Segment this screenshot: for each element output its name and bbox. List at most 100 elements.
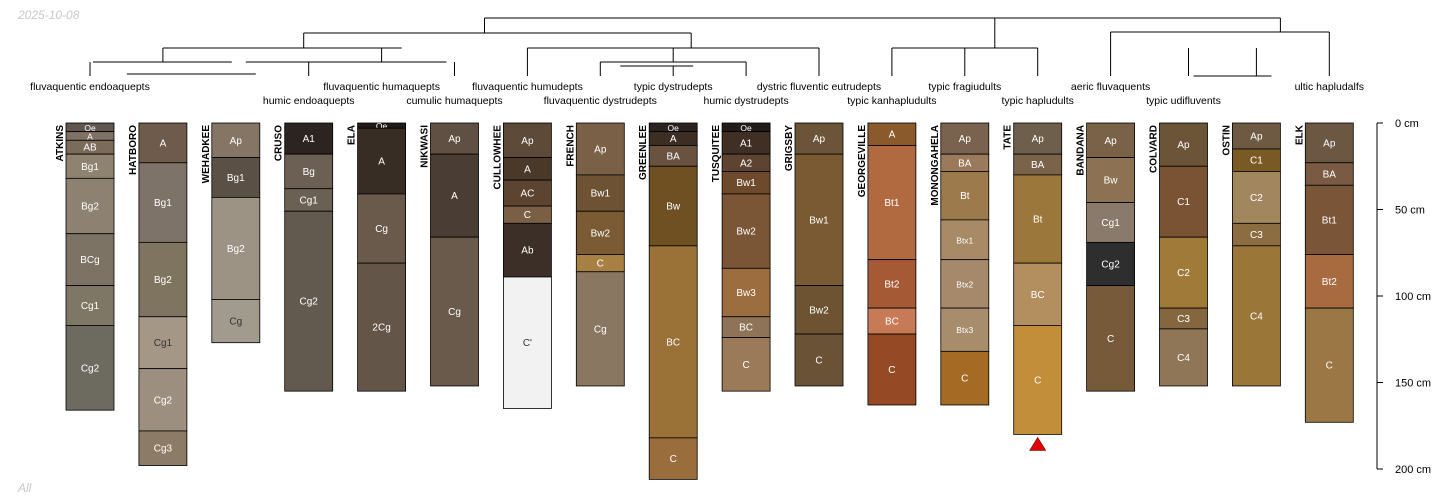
depth-axis: 0 cm 50 cm 100 cm 150 cm 200 cm (1376, 118, 1431, 476)
horizon-georgeville-1 (867, 145, 917, 261)
profile-name: CRUSO (274, 125, 285, 161)
horizon-french-4 (575, 271, 625, 387)
taxon-label: cumulic humaquepts (406, 95, 502, 107)
horizon-label: Bt1 (1322, 215, 1337, 226)
horizon-monongahela-5 (940, 307, 990, 352)
taxon-label: aeric fluvaquents (1071, 81, 1150, 93)
horizon-label: C (524, 210, 531, 221)
horizon-label: BA (1323, 170, 1337, 181)
profile-bandana: Ap Bw Cg1 Cg2 C BANDANA (1076, 122, 1135, 392)
depth-tick-label: 0 cm (1395, 118, 1419, 130)
horizon-label: BCg (80, 255, 99, 266)
horizon-label: Ab (521, 246, 534, 257)
horizon-label: C (815, 356, 822, 367)
horizon-greenlee-3 (648, 165, 698, 247)
horizon-ostin-2 (1232, 171, 1281, 224)
horizon-label: Ap (1104, 136, 1117, 147)
profile-name: BANDANA (1076, 125, 1087, 176)
horizon-monongahela-4 (940, 259, 990, 309)
horizon-label: BA (1031, 160, 1045, 171)
horizon-monongahela-3 (940, 219, 990, 261)
profile-atkins: OeA AB Bg1 Bg2 BCg Cg1 Cg2 ATKINS (55, 122, 115, 411)
horizon-nikwasi-0 (430, 122, 479, 155)
horizon-label: C1 (1250, 156, 1263, 167)
profile-name: WEHADKEE (201, 125, 212, 184)
horizon-bandana-2 (1086, 202, 1135, 243)
profile-cruso: A1 Bg Cg1 Cg2 CRUSO (274, 122, 334, 392)
depth-tick-label: 150 cm (1395, 378, 1431, 390)
horizon-bandana-1 (1086, 157, 1135, 203)
horizon-greenlee-5 (648, 437, 698, 480)
horizon-elk-4 (1304, 307, 1354, 423)
taxon-label: fluvaquentic humaquepts (323, 81, 440, 93)
horizon-label: Bt (960, 191, 970, 202)
horizon-georgeville-2 (867, 259, 917, 309)
horizon-label: Bw2 (591, 228, 611, 239)
horizon-ela-1 (357, 127, 407, 195)
horizon-label: C4 (1250, 311, 1263, 322)
profile-name: TUSQUITEE (711, 125, 722, 183)
profile-name: ELA (347, 125, 358, 145)
profile-name: COLVARD (1149, 125, 1160, 173)
horizon-label: AC (520, 189, 534, 200)
horizon-label: Cg2 (81, 363, 100, 374)
profile-tusquitee: Oe A1 A2 Bw1 Bw2 Bw3 BC C TUSQUITEE (711, 122, 771, 392)
horizon-label: A (87, 131, 93, 141)
taxon-label: typic hapludults (1002, 95, 1074, 107)
horizon-tusquitee-7 (721, 337, 771, 392)
horizon-hatboro-4 (138, 368, 188, 432)
horizon-french-2 (575, 210, 625, 255)
horizon-hatboro-0 (138, 122, 188, 164)
profile-colvard: Ap C1 C2 C3 C4 COLVARD (1149, 122, 1208, 387)
horizon-label: C2 (1177, 268, 1190, 279)
horizon-cullowhee-5 (502, 276, 552, 409)
horizon-label: Bw (666, 202, 681, 213)
horizon-label: BA (958, 158, 972, 169)
horizon-georgeville-4 (867, 333, 917, 406)
horizon-label: A (378, 157, 385, 168)
profile-elk: Ap BA Bt1 Bt2 C ELK (1294, 122, 1354, 423)
depth-tick-label: 200 cm (1395, 464, 1431, 476)
horizon-label: C3 (1177, 314, 1190, 325)
horizon-label: C (597, 259, 604, 270)
horizon-tusquitee-5 (721, 267, 771, 318)
horizon-georgeville-3 (867, 307, 917, 335)
horizon-label: BC (885, 317, 899, 328)
horizon-wehadkee-2 (211, 196, 261, 300)
horizon-label: Cg1 (154, 338, 173, 349)
horizon-label: Cg1 (300, 195, 319, 206)
horizon-colvard-0 (1159, 122, 1208, 167)
horizon-wehadkee-3 (211, 299, 261, 344)
horizon-grigsby-3 (794, 333, 844, 387)
taxon-label: ultic hapludalfs (1295, 81, 1364, 93)
taxon-label: humic dystrudepts (703, 95, 788, 107)
horizon-cruso-3 (284, 210, 334, 392)
horizon-ostin-4 (1232, 245, 1281, 387)
horizon-label: Ap (1323, 138, 1336, 149)
horizon-label: Bg2 (154, 275, 172, 286)
horizon-label: Cg3 (154, 444, 173, 455)
horizon-nikwasi-1 (430, 153, 479, 238)
horizon-label: Ap (594, 144, 607, 155)
horizon-wehadkee-1 (211, 157, 261, 198)
horizon-label: C (1326, 361, 1333, 372)
taxon-label: dystric fluventic eutrudepts (757, 81, 881, 93)
horizon-label: BA (667, 151, 681, 162)
horizon-label: Cg2 (300, 297, 319, 308)
horizon-label: Ap (521, 136, 534, 147)
horizon-label: A (160, 138, 167, 149)
horizon-hatboro-3 (138, 316, 188, 370)
horizon-label: C (1034, 375, 1041, 386)
horizon-label: Bt1 (884, 198, 899, 209)
horizon-label: A2 (740, 158, 753, 169)
horizon-label: A (670, 134, 677, 145)
horizon-tate-4 (1013, 325, 1063, 435)
horizon-wehadkee-0 (211, 122, 261, 158)
horizon-label: Oe (668, 123, 680, 133)
horizon-label: Btx3 (956, 325, 973, 335)
horizon-label: BC (666, 337, 680, 348)
horizon-hatboro-2 (138, 241, 188, 318)
horizon-bandana-3 (1086, 241, 1135, 287)
horizon-label: Cg2 (154, 395, 173, 406)
